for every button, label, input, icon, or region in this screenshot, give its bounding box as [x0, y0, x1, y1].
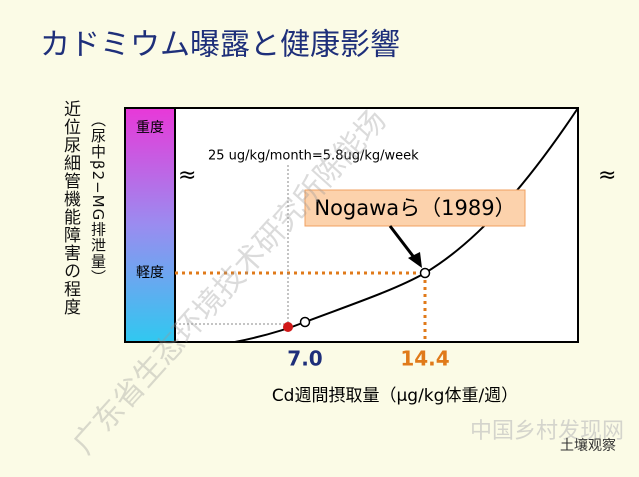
severity-bar	[125, 108, 175, 342]
x-axis-label: Cd週間摂取量（μg/kg体重/週）	[272, 386, 518, 406]
reference-box	[304, 189, 526, 227]
point	[283, 322, 293, 332]
axis-break: ≈	[178, 163, 196, 188]
arrow-head	[408, 252, 422, 268]
frame	[124, 107, 579, 343]
reference: Nogawaら（1989）	[314, 196, 515, 220]
level-label: 重度	[136, 120, 164, 136]
x-mark: 14.4	[400, 347, 449, 371]
arrow	[388, 225, 418, 261]
x-mark: 7.0	[287, 347, 322, 371]
axis-break: ≈	[598, 163, 616, 188]
point	[419, 267, 431, 279]
watermark: 土壤观察	[560, 437, 616, 454]
level-label: 軽度	[136, 265, 164, 281]
y-axis-sublabel: （尿中β2−MG排泄量）	[89, 112, 107, 286]
point	[299, 316, 311, 328]
annotation: 25 ug/kg/month=5.8ug/kg/week	[208, 149, 419, 164]
title: カドミウム曝露と健康影響	[40, 28, 400, 63]
watermark: 中国乡村发现网	[470, 419, 624, 444]
y-axis-label: 近位尿細管機能障害の程度	[60, 100, 80, 316]
